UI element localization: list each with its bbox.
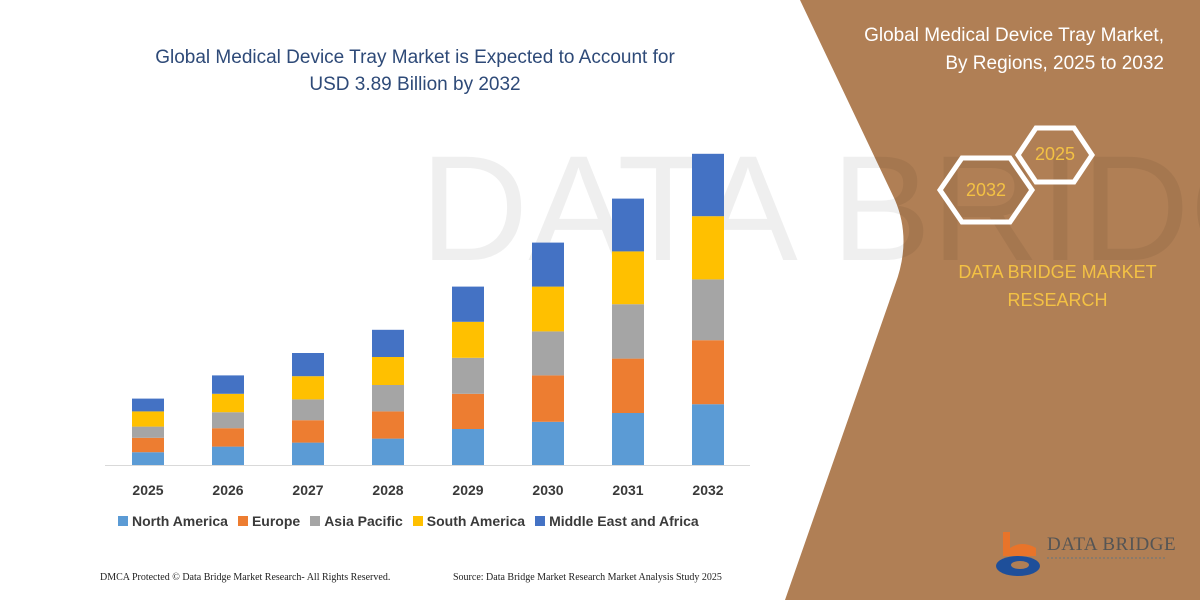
bar-segment-2025-europe: [132, 437, 164, 453]
legend-swatch: [237, 516, 248, 526]
x-tick-label: 2030: [532, 482, 563, 498]
bar-segment-2028-middle-east-and-africa: [372, 329, 404, 357]
chart-area: 2025 2026 2027 2028 2029 2030 2031 2032: [105, 153, 750, 498]
bar-segment-2028-europe: [372, 411, 404, 439]
bar-segment-2026-europe: [212, 428, 244, 447]
bar-segment-2030-europe: [532, 375, 564, 422]
legend-item: Europe: [237, 513, 301, 529]
legend-label: Europe: [251, 513, 301, 529]
bar-segment-2029-south-america: [452, 321, 484, 358]
bar-segment-2031-middle-east-and-africa: [612, 198, 644, 252]
x-tick-label: 2032: [692, 482, 723, 498]
title-line-2: USD 3.89 Billion by 2032: [309, 74, 521, 95]
brand-line-2: RESEARCH: [1007, 290, 1108, 310]
hex-label-2025: 2025: [1034, 144, 1076, 164]
legend-label: Middle East and Africa: [549, 513, 699, 529]
logo-underline: [1047, 557, 1165, 562]
bar-segment-2030-middle-east-and-africa: [532, 242, 564, 287]
bar-segment-2031-asia-pacific: [612, 304, 644, 359]
x-tick-label: 2029: [452, 482, 483, 498]
side-title-line-1: Global Medical Device Tray Market,: [864, 25, 1164, 46]
bar-segment-2029-europe: [452, 393, 484, 429]
footer-source: Source: Data Bridge Market Research Mark…: [453, 572, 722, 583]
bar-segment-2029-asia-pacific: [452, 357, 484, 394]
bar-segment-2029-middle-east-and-africa: [452, 286, 484, 322]
hex-label-2032: 2032: [965, 180, 1007, 200]
logo-text: DATA BRIDGE: [1047, 534, 1177, 555]
bar-segment-2027-europe: [292, 420, 324, 443]
bar-segment-2028-asia-pacific: [372, 385, 404, 412]
bar-segment-2027-asia-pacific: [292, 399, 324, 421]
bar-segment-2025-north-america: [132, 452, 164, 465]
bar-segment-2027-south-america: [292, 376, 324, 400]
bar-segment-2032-middle-east-and-africa: [692, 153, 724, 217]
bar-segment-2031-south-america: [612, 251, 644, 305]
x-tick-label: 2025: [132, 482, 163, 498]
bar-segment-2032-south-america: [692, 216, 724, 280]
bar-segment-2025-asia-pacific: [132, 426, 164, 438]
side-panel: [785, 0, 1200, 600]
x-tick-label: 2028: [372, 482, 403, 498]
legend-item: South America: [412, 513, 526, 529]
bar-segment-2031-europe: [612, 358, 644, 413]
legend-item: Asia Pacific: [310, 513, 403, 529]
bar-segment-2025-middle-east-and-africa: [132, 398, 164, 412]
legend-swatch: [118, 516, 128, 526]
legend-label: North America: [132, 513, 228, 529]
brand-line-1: DATA BRIDGE MARKET: [958, 262, 1157, 282]
bar-segment-2030-asia-pacific: [532, 331, 564, 376]
x-tick-label: 2027: [292, 482, 323, 498]
brand-text: DATA BRIDGE MARKET RESEARCH: [930, 258, 1185, 314]
logo-icon: [996, 532, 1040, 576]
legend-label: Asia Pacific: [324, 513, 403, 529]
bar-segment-2027-north-america: [292, 442, 324, 465]
bar-segment-2030-south-america: [532, 286, 564, 332]
bar-segment-2028-south-america: [372, 357, 404, 385]
bar-segment-2026-middle-east-and-africa: [212, 375, 244, 394]
footer-copyright: DMCA Protected © Data Bridge Market Rese…: [100, 572, 391, 583]
legend: North America Europe Asia Pacific South Ame…: [118, 513, 699, 529]
legend-label: South America: [426, 513, 526, 529]
hexagon-2032: [936, 155, 1036, 225]
title-line-1: Global Medical Device Tray Market is Exp…: [155, 47, 675, 68]
legend-item: Middle East and Africa: [535, 513, 699, 529]
side-panel-title: Global Medical Device Tray Market, By Re…: [824, 22, 1164, 78]
bar-segment-2032-asia-pacific: [692, 279, 724, 341]
side-title-line-2: By Regions, 2025 to 2032: [945, 53, 1164, 74]
bar-segment-2026-north-america: [212, 446, 244, 465]
legend-swatch: [412, 516, 423, 526]
legend-item: North America: [118, 513, 228, 529]
legend-swatch: [535, 516, 546, 526]
legend-swatch: [310, 516, 321, 526]
bar-segment-2029-north-america: [452, 429, 484, 465]
bar-segment-2032-europe: [692, 340, 724, 405]
bar-segment-2030-north-america: [532, 421, 564, 465]
x-tick-label: 2026: [212, 482, 243, 498]
bar-segment-2027-middle-east-and-africa: [292, 353, 324, 377]
hexagon-2025: [1014, 125, 1096, 185]
bar-segment-2031-north-america: [612, 413, 644, 465]
bar-segment-2025-south-america: [132, 411, 164, 427]
bar-segment-2032-north-america: [692, 404, 724, 465]
bar-segment-2026-asia-pacific: [212, 412, 244, 429]
bar-segment-2028-north-america: [372, 438, 404, 465]
bar-segment-2026-south-america: [212, 393, 244, 413]
chart-title: Global Medical Device Tray Market is Exp…: [100, 44, 730, 98]
x-tick-label: 2031: [612, 482, 643, 498]
